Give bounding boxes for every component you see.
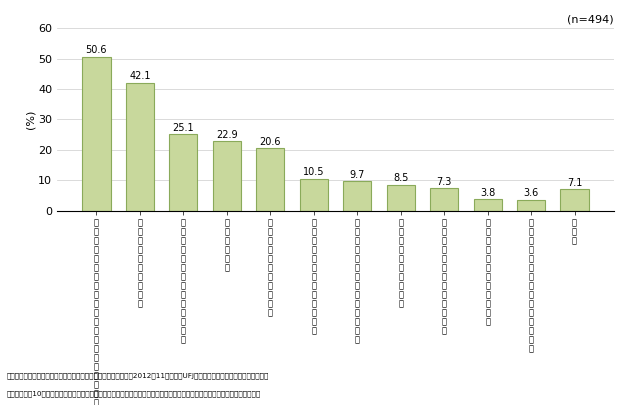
- Bar: [473, 199, 502, 211]
- Text: 8.5: 8.5: [393, 173, 408, 183]
- Bar: [213, 141, 241, 211]
- Text: 7.3: 7.3: [437, 177, 452, 187]
- Text: 42.1: 42.1: [129, 71, 151, 81]
- Text: 障
害
と
な
っ
た
許
認
可
等
の
手
続
き
が: 障 害 と な っ た 許 認 可 等 の 手 続 き が: [529, 219, 534, 354]
- Text: 資料：中小企業庁委託「中小企業の新事業展開に関する調査」（2012年11月、三菱UFJリサーチ＆コンサルティング（株））: 資料：中小企業庁委託「中小企業の新事業展開に関する調査」（2012年11月、三菱…: [6, 373, 268, 379]
- Text: 別
の
事
業
へ
乗
り
換
え
た
た
め: 別 の 事 業 へ 乗 り 換 え た た め: [485, 219, 490, 327]
- Text: 資
金
調
達
が
困
難
だ
っ
た: 資 金 調 達 が 困 難 だ っ た: [398, 219, 403, 309]
- Text: 3.8: 3.8: [480, 188, 495, 198]
- Bar: [517, 200, 545, 211]
- Bar: [343, 181, 372, 211]
- Text: 事
業
計
画
の
策
定
が
困
難
だ
っ
た: 事 業 計 画 の 策 定 が 困 難 だ っ た: [442, 219, 447, 336]
- Bar: [126, 83, 154, 211]
- Text: 人
材
の
育
成
・
確
保
が
困
難
だ
っ
た: 人 材 の 育 成 ・ 確 保 が 困 難 だ っ た: [181, 219, 186, 345]
- Bar: [299, 179, 328, 211]
- Text: 既
存
事
業
に
注
力
す
る
た
め: 既 存 事 業 に 注 力 す る た め: [268, 219, 273, 318]
- Text: 9.7: 9.7: [349, 170, 365, 180]
- Text: 50.6: 50.6: [85, 45, 107, 55]
- Text: 業
務
提
携
先
の
確
保
が
困
難
だ
っ
た: 業 務 提 携 先 の 確 保 が 困 難 だ っ た: [354, 219, 360, 345]
- Text: 22.9: 22.9: [216, 130, 237, 139]
- Text: 10.5: 10.5: [303, 167, 325, 177]
- Text: 25.1: 25.1: [173, 123, 194, 133]
- Bar: [256, 148, 284, 211]
- Bar: [387, 185, 415, 211]
- Y-axis label: (%): (%): [25, 110, 35, 129]
- Text: 関
連
情
報
の
入
手
が
困
難
だ
っ
た: 関 連 情 報 の 入 手 が 困 難 だ っ た: [311, 219, 316, 336]
- Text: 7.1: 7.1: [567, 177, 582, 188]
- Bar: [82, 57, 111, 211]
- Text: 技
術
力
が
不
足: 技 術 力 が 不 足: [224, 219, 229, 273]
- Text: 販
路
開
拓
が
困
難
だ
っ
た: 販 路 開 拓 が 困 難 だ っ た: [137, 219, 142, 309]
- Text: （注）　過去10年の間に実施・検討した新事業の取組で、うまくいかなかった事業が「ある」と回答した企業を集計している。: （注） 過去10年の間に実施・検討した新事業の取組で、うまくいかなかった事業が「…: [6, 391, 261, 397]
- Text: 3.6: 3.6: [523, 188, 539, 198]
- Text: (n=494): (n=494): [567, 15, 614, 25]
- Bar: [169, 134, 197, 211]
- Bar: [430, 188, 458, 211]
- Bar: [560, 189, 589, 211]
- Text: 期
待
し
た
ほ
ど
の
市
場
性
・
成
長
性
が
な
い
と
判
明
し
た: 期 待 し た ほ ど の 市 場 性 ・ 成 長 性 が な い と 判 明 …: [94, 219, 99, 405]
- Text: そ
の
他: そ の 他: [572, 219, 577, 246]
- Text: 20.6: 20.6: [260, 136, 281, 147]
